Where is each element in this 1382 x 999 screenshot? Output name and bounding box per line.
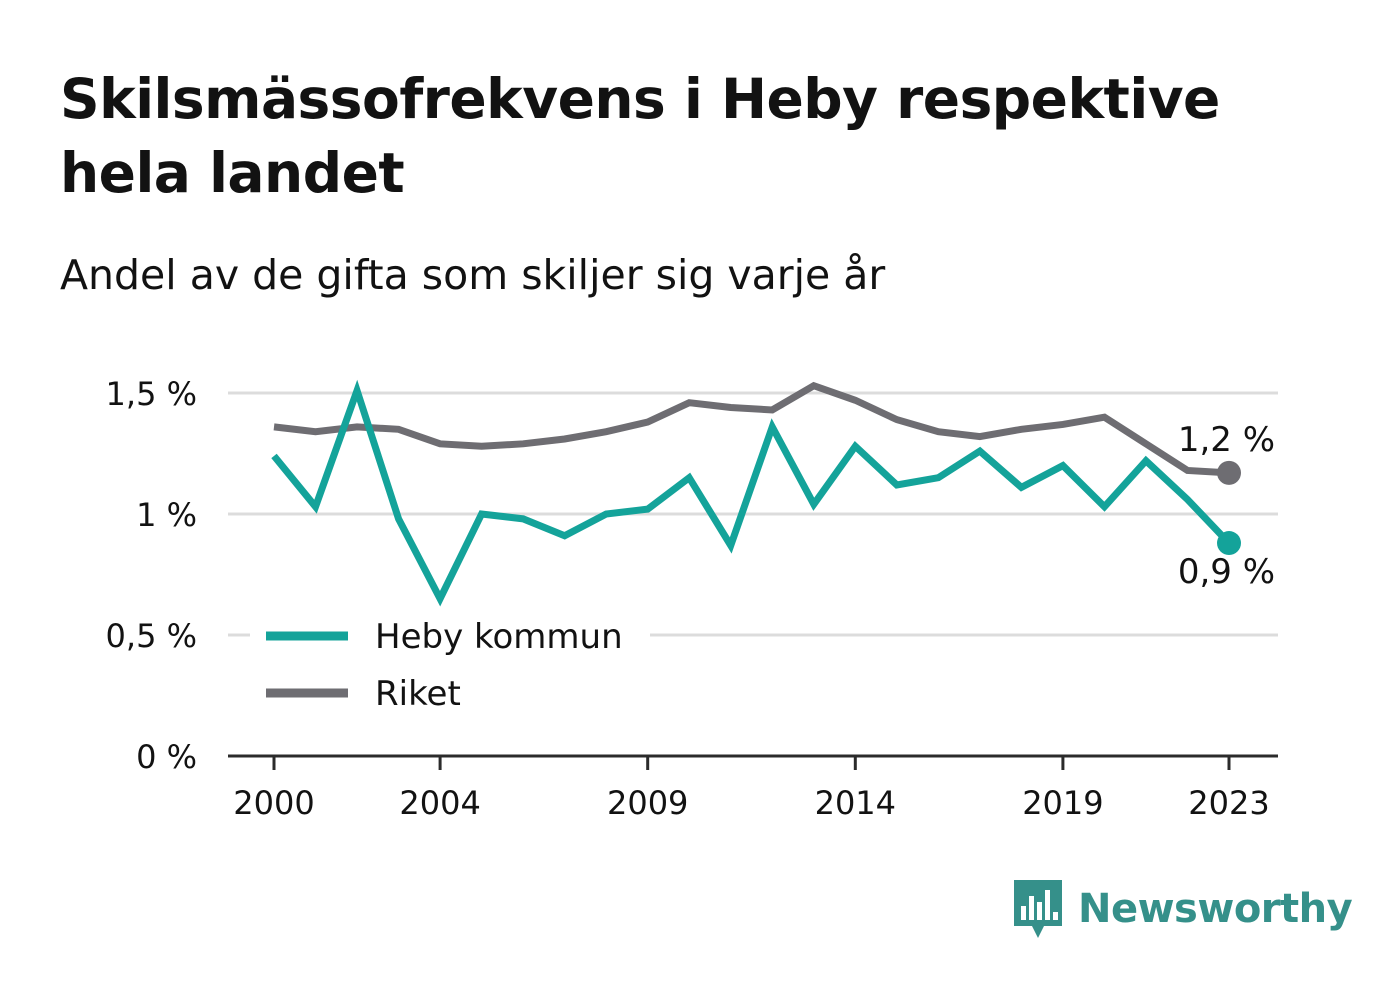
end-marker [1217,460,1241,485]
legend-label: Riket [375,674,461,714]
end-value-label: 1,2 % [1178,420,1275,460]
newsworthy-logo: Newsworthy [1012,878,1353,940]
brand-name: Newsworthy [1078,886,1353,932]
chart-title: Skilsmässofrekvens i Heby respektive hel… [60,67,1220,205]
end-marker [1217,531,1241,556]
y-tick-label: 0,5 % [106,617,197,655]
legend-label: Heby kommun [375,617,623,657]
x-tick-label: 2023 [1188,784,1269,822]
x-tick-label: 2000 [233,784,314,822]
series-line [273,381,1230,477]
legend-background [250,605,650,730]
bar-chart-speech-bubble-icon [1014,880,1062,938]
series-line [271,379,1232,607]
axes: 0 % 0,5 % 1 % 1,5 % 2000 2004 2009 2014 2019 2023 [106,375,1278,822]
y-tick-label: 0 % [136,738,197,776]
end-value-label: 0,9 % [1178,552,1275,592]
series-lines [271,379,1241,607]
x-tick-label: 2009 [607,784,688,822]
x-tick-label: 2019 [1022,784,1103,822]
x-tick-label: 2014 [815,784,896,822]
legend: Heby kommun Riket [250,605,650,730]
end-labels: 0,9 % 1,2 % [1178,420,1275,592]
y-tick-label: 1,5 % [106,375,197,413]
x-tick-label: 2004 [399,784,480,822]
chart-subtitle: Andel av de gifta som skiljer sig varje … [60,251,886,299]
y-tick-label: 1 % [136,496,197,534]
